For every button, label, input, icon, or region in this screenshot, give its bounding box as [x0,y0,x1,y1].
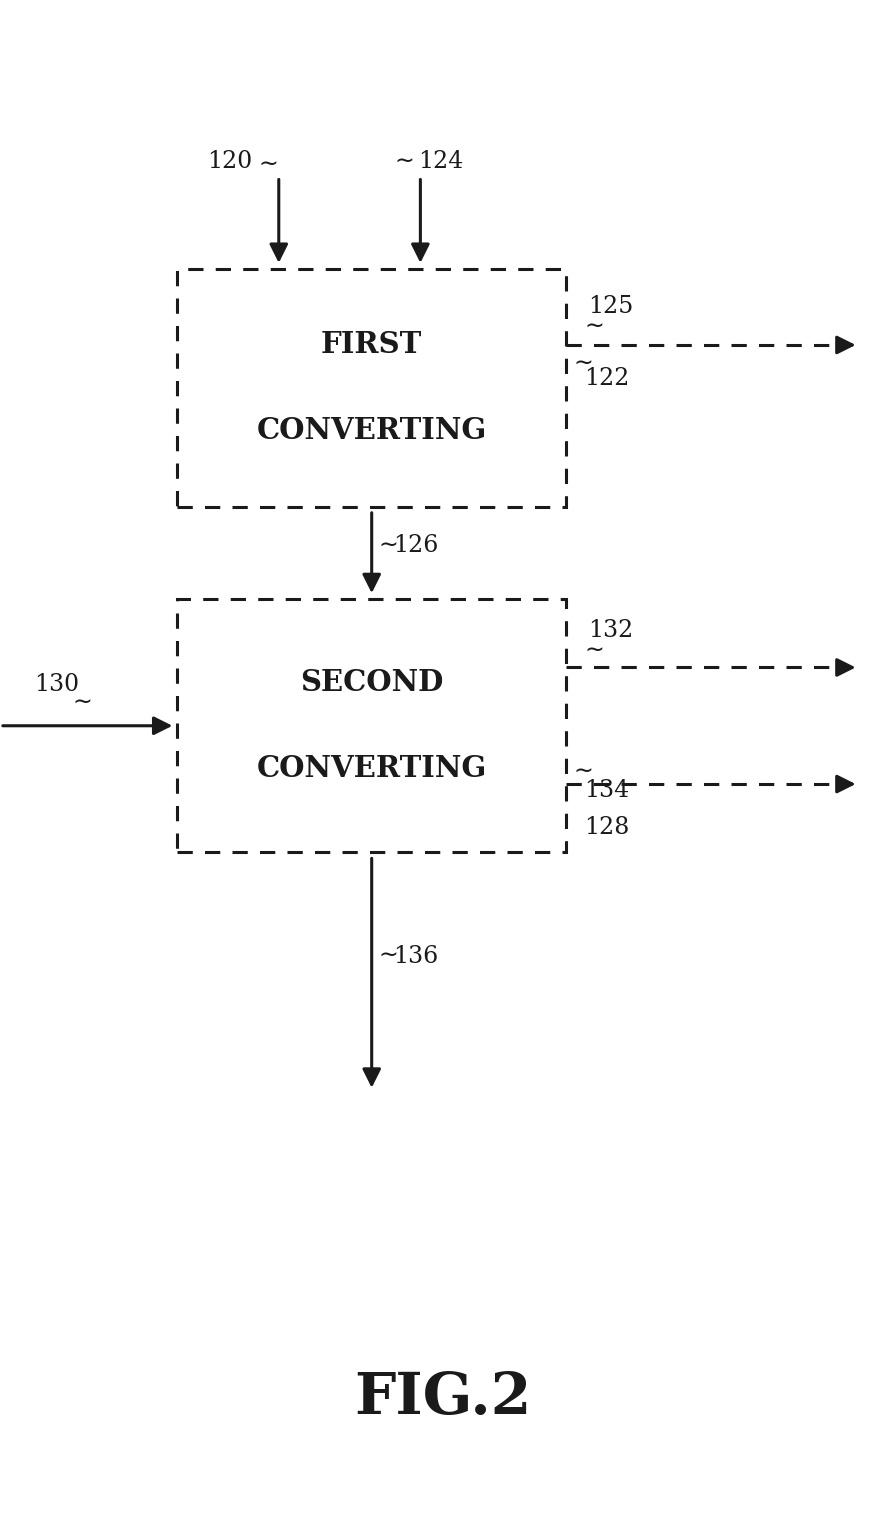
Text: ∼: ∼ [395,149,414,174]
Text: 128: 128 [584,816,629,839]
Text: 132: 132 [589,619,634,642]
Text: FIG.2: FIG.2 [354,1370,531,1425]
Text: 130: 130 [34,673,79,696]
Text: ∼: ∼ [379,945,398,968]
Text: 122: 122 [584,367,629,390]
Text: SECOND: SECOND [300,668,443,697]
Text: 136: 136 [393,945,438,968]
Text: 120: 120 [207,151,252,172]
Text: CONVERTING: CONVERTING [257,754,487,783]
Text: ∼: ∼ [258,152,278,177]
Text: CONVERTING: CONVERTING [257,416,487,445]
Text: FIRST: FIRST [321,330,422,359]
Bar [177,269,566,507]
Text: ∼: ∼ [573,760,593,783]
Text: ∼: ∼ [379,533,398,558]
Text: 125: 125 [589,295,634,318]
Text: 134: 134 [584,779,629,802]
Bar [177,599,566,852]
Text: 124: 124 [418,151,463,172]
Text: ∼: ∼ [584,639,604,662]
Text: 126: 126 [393,535,438,556]
Text: ∼: ∼ [584,315,604,338]
Text: ∼: ∼ [73,691,92,714]
Text: ∼: ∼ [573,352,593,375]
